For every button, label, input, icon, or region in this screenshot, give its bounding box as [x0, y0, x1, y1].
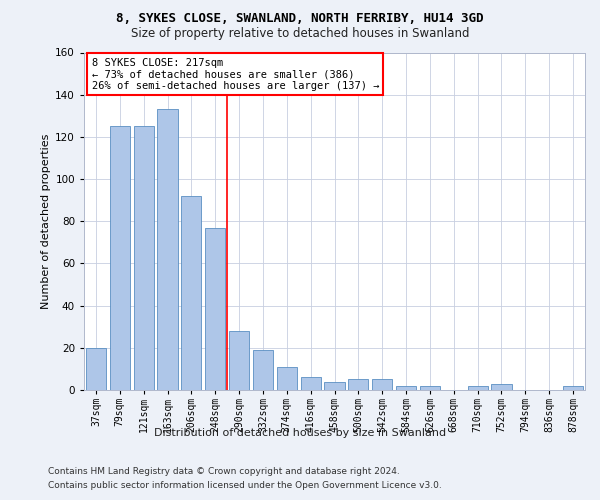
- Bar: [134, 126, 154, 390]
- Bar: [396, 386, 416, 390]
- Bar: [563, 386, 583, 390]
- Text: Contains public sector information licensed under the Open Government Licence v3: Contains public sector information licen…: [48, 481, 442, 490]
- Bar: [157, 110, 178, 390]
- Bar: [277, 367, 297, 390]
- Bar: [467, 386, 488, 390]
- Bar: [325, 382, 344, 390]
- Bar: [372, 380, 392, 390]
- Bar: [348, 380, 368, 390]
- Text: Distribution of detached houses by size in Swanland: Distribution of detached houses by size …: [154, 428, 446, 438]
- Text: Size of property relative to detached houses in Swanland: Size of property relative to detached ho…: [131, 28, 469, 40]
- Bar: [301, 378, 321, 390]
- Y-axis label: Number of detached properties: Number of detached properties: [41, 134, 51, 309]
- Bar: [205, 228, 226, 390]
- Bar: [420, 386, 440, 390]
- Text: 8 SYKES CLOSE: 217sqm
← 73% of detached houses are smaller (386)
26% of semi-det: 8 SYKES CLOSE: 217sqm ← 73% of detached …: [92, 58, 379, 91]
- Text: 8, SYKES CLOSE, SWANLAND, NORTH FERRIBY, HU14 3GD: 8, SYKES CLOSE, SWANLAND, NORTH FERRIBY,…: [116, 12, 484, 26]
- Bar: [229, 331, 249, 390]
- Bar: [110, 126, 130, 390]
- Bar: [253, 350, 273, 390]
- Bar: [491, 384, 512, 390]
- Text: Contains HM Land Registry data © Crown copyright and database right 2024.: Contains HM Land Registry data © Crown c…: [48, 468, 400, 476]
- Bar: [86, 348, 106, 390]
- Bar: [181, 196, 202, 390]
